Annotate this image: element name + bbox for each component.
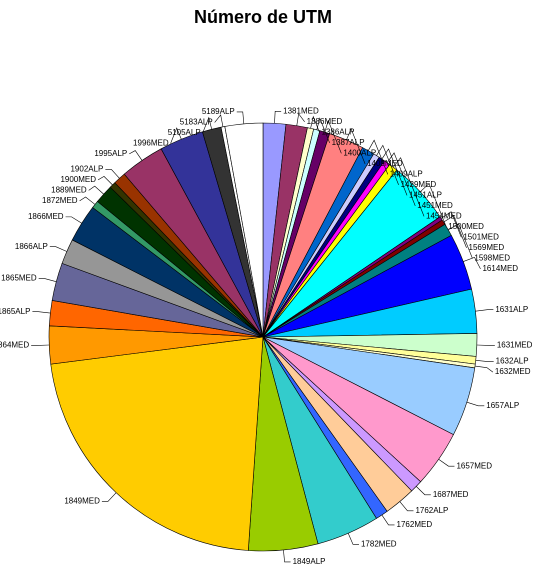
leader-line bbox=[416, 486, 431, 496]
leader-line bbox=[440, 211, 462, 238]
slice-label: 1762MED bbox=[397, 520, 433, 529]
slice-label: 1889MED bbox=[51, 186, 87, 195]
leader-line bbox=[202, 116, 212, 134]
leader-line bbox=[448, 223, 473, 259]
slice-label: 1849ALP bbox=[293, 557, 326, 566]
leader-line bbox=[376, 144, 399, 185]
leader-line bbox=[347, 533, 359, 545]
leader-line bbox=[381, 514, 395, 526]
leader-line bbox=[381, 148, 408, 196]
leader-line bbox=[296, 113, 305, 126]
slice-label: 1386ALP bbox=[322, 127, 355, 136]
leader-line bbox=[474, 365, 494, 373]
leader-line bbox=[386, 152, 416, 206]
leader-line bbox=[88, 185, 104, 195]
chart-title: Número de UTM bbox=[194, 7, 332, 27]
slice-label: 1409MED bbox=[367, 159, 403, 168]
leader-line bbox=[129, 150, 143, 161]
leader-line bbox=[32, 311, 51, 314]
slice-label: 1387ALP bbox=[332, 138, 365, 147]
slice-label: 1900MED bbox=[60, 175, 96, 184]
slice-label: 1866ALP bbox=[15, 242, 48, 251]
leader-line bbox=[38, 278, 57, 282]
slice-label: 1454MED bbox=[426, 211, 462, 220]
leader-line bbox=[466, 401, 485, 407]
slice-label: 1902ALP bbox=[70, 165, 103, 174]
slice-label: 1632MED bbox=[495, 367, 531, 376]
slice-label: 1762ALP bbox=[415, 506, 448, 515]
leader-line bbox=[236, 111, 245, 124]
leader-line bbox=[274, 111, 282, 124]
leader-line bbox=[316, 117, 330, 143]
leader-line bbox=[367, 139, 389, 175]
slice-label: 1849MED bbox=[64, 497, 100, 506]
leader-line bbox=[463, 256, 481, 269]
slice-label: 1866MED bbox=[28, 212, 64, 221]
slice-label: 1631ALP bbox=[495, 305, 528, 314]
slice-label: 1500MED bbox=[448, 222, 484, 231]
slice-label: 1451MED bbox=[417, 201, 453, 210]
leader-line bbox=[97, 175, 113, 186]
leader-line bbox=[49, 246, 67, 252]
leader-line bbox=[438, 459, 455, 467]
leader-line bbox=[443, 215, 467, 248]
slice-label: 1400ALP bbox=[343, 148, 376, 157]
slice-label: 1657ALP bbox=[486, 401, 519, 410]
leader-line bbox=[324, 119, 342, 154]
slice-label: 1687MED bbox=[433, 490, 469, 499]
leader-line bbox=[475, 309, 494, 312]
slice-label: 1657MED bbox=[456, 461, 492, 470]
slice-label: 1632ALP bbox=[496, 357, 529, 366]
leader-line bbox=[105, 169, 120, 179]
leader-line bbox=[101, 492, 117, 502]
slice-label: 1569MED bbox=[469, 243, 505, 252]
slice-label: 1429MED bbox=[401, 180, 437, 189]
slice-label: 1614MED bbox=[482, 264, 518, 273]
slice-label: 5189ALP bbox=[202, 107, 235, 116]
leader-line bbox=[214, 114, 224, 127]
slice-label: 1501MED bbox=[463, 232, 499, 241]
slice-label: 1598MED bbox=[474, 253, 510, 262]
leader-line bbox=[65, 216, 82, 224]
slice-label: 1996MED bbox=[133, 139, 169, 148]
leader-line bbox=[419, 183, 447, 227]
slice-label: 1451ALP bbox=[409, 190, 442, 199]
leader-line bbox=[170, 127, 182, 144]
leader-line bbox=[79, 196, 96, 205]
slice-label: 1865MED bbox=[1, 274, 37, 283]
slice-label: 1865ALP bbox=[0, 307, 30, 316]
leader-line bbox=[393, 157, 425, 217]
slice-label: 5183ALP bbox=[180, 118, 213, 127]
leader-line bbox=[399, 501, 414, 512]
slice-label: 1631MED bbox=[497, 341, 533, 350]
slice-label: 1995ALP bbox=[94, 149, 127, 158]
leader-line bbox=[346, 128, 366, 164]
slice-label: 1872MED bbox=[42, 196, 78, 205]
leader-line bbox=[283, 549, 291, 563]
slice-label: 1782MED bbox=[361, 539, 397, 548]
slice-label: 5105ALP bbox=[168, 128, 201, 137]
slice-label: 1864MED bbox=[0, 341, 29, 350]
slice-label: 1409ALP bbox=[390, 169, 423, 178]
slice-label: 1386MED bbox=[307, 117, 343, 126]
leader-line bbox=[475, 360, 494, 362]
pie-slice bbox=[50, 336, 264, 551]
pie-slice bbox=[224, 122, 264, 338]
slice-label: 1381MED bbox=[283, 106, 319, 115]
